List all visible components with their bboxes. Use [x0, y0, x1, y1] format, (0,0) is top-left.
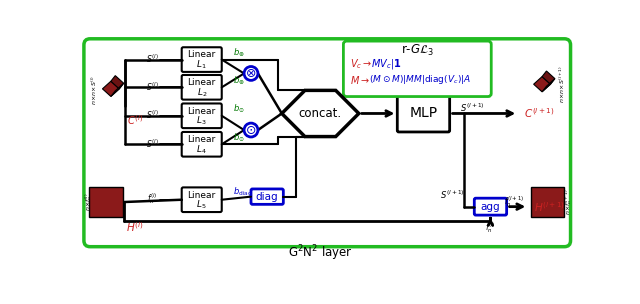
- Text: Linear: Linear: [188, 135, 216, 144]
- Text: $L_5$: $L_5$: [196, 199, 207, 211]
- Text: $S^{(l)}$: $S^{(l)}$: [146, 137, 159, 150]
- Text: $n\!\times\! f_n^{(l+1)}$: $n\!\times\! f_n^{(l+1)}$: [563, 189, 573, 215]
- Text: $f_n^{(l+1)}$: $f_n^{(l+1)}$: [504, 194, 525, 209]
- Text: $b_{\otimes}$: $b_{\otimes}$: [234, 74, 245, 87]
- Text: $\odot$: $\odot$: [245, 124, 257, 137]
- Text: $L_3$: $L_3$: [196, 115, 207, 127]
- Text: $M \rightarrow $: $M \rightarrow $: [349, 74, 369, 86]
- Text: $n\!\times\! n\!\times\! S^{(l)}$: $n\!\times\! n\!\times\! S^{(l)}$: [89, 75, 99, 105]
- Text: $C^{(l)}$: $C^{(l)}$: [127, 113, 143, 126]
- FancyBboxPatch shape: [344, 41, 492, 97]
- Text: $b_{\odot}$: $b_{\odot}$: [234, 103, 245, 115]
- Polygon shape: [542, 79, 555, 92]
- FancyBboxPatch shape: [182, 47, 221, 72]
- Text: $S^{(l)}$: $S^{(l)}$: [146, 80, 159, 93]
- Polygon shape: [534, 77, 550, 92]
- Text: $(M \odot M)|MM|\mathrm{diag}(V_c)|A$: $(M \odot M)|MM|\mathrm{diag}(V_c)|A$: [369, 73, 471, 86]
- Text: Linear: Linear: [188, 50, 216, 60]
- Text: concat.: concat.: [299, 107, 342, 120]
- Text: $n\!\times\! n\!\times\! S^{(l+1)}$: $n\!\times\! n\!\times\! S^{(l+1)}$: [557, 65, 567, 103]
- Text: Linear: Linear: [188, 78, 216, 87]
- Text: $S^{(l)}$: $S^{(l)}$: [146, 53, 159, 65]
- Polygon shape: [542, 71, 555, 84]
- Text: $b_{\otimes}$: $b_{\otimes}$: [234, 47, 245, 59]
- Text: $b_{\odot}$: $b_{\odot}$: [234, 131, 245, 143]
- FancyBboxPatch shape: [182, 132, 221, 157]
- FancyBboxPatch shape: [397, 95, 450, 132]
- FancyBboxPatch shape: [182, 75, 221, 100]
- FancyBboxPatch shape: [84, 39, 570, 247]
- Text: agg: agg: [481, 202, 500, 212]
- Text: MLP: MLP: [410, 106, 438, 120]
- Text: $L_4$: $L_4$: [196, 143, 207, 156]
- Text: $C^{(l+1)}$: $C^{(l+1)}$: [524, 107, 555, 120]
- Text: $f_n^{(l)}$: $f_n^{(l)}$: [485, 220, 496, 235]
- Bar: [531, 187, 564, 217]
- Text: $n\!\times\! f_n^{(l)}$: $n\!\times\! f_n^{(l)}$: [83, 193, 94, 211]
- FancyBboxPatch shape: [182, 103, 221, 128]
- Polygon shape: [282, 90, 359, 136]
- Circle shape: [244, 123, 258, 137]
- Text: $S^{(l+1)}$: $S^{(l+1)}$: [460, 101, 485, 113]
- Circle shape: [244, 67, 258, 80]
- Text: $MV_c|\mathbf{1}$: $MV_c|\mathbf{1}$: [371, 57, 402, 71]
- Polygon shape: [111, 83, 124, 96]
- Text: diag: diag: [256, 192, 278, 202]
- Text: $f_n^{(l)}$: $f_n^{(l)}$: [147, 192, 157, 206]
- FancyBboxPatch shape: [474, 198, 507, 215]
- Text: $S^{(l)}$: $S^{(l)}$: [146, 109, 159, 121]
- Bar: [90, 187, 123, 217]
- Text: $L_2$: $L_2$: [196, 86, 207, 99]
- Text: Linear: Linear: [188, 107, 216, 116]
- FancyBboxPatch shape: [182, 187, 221, 212]
- Text: $\mathrm{G}^2\mathrm{N}^2$ layer: $\mathrm{G}^2\mathrm{N}^2$ layer: [288, 243, 353, 263]
- Text: $\otimes$: $\otimes$: [245, 67, 257, 80]
- Polygon shape: [111, 76, 124, 89]
- Text: $V_c \rightarrow $: $V_c \rightarrow $: [349, 57, 372, 71]
- FancyBboxPatch shape: [251, 189, 284, 204]
- Text: Linear: Linear: [188, 191, 216, 200]
- Polygon shape: [102, 81, 119, 96]
- Text: $H^{(l+1)}$: $H^{(l+1)}$: [534, 201, 564, 214]
- Text: r-$G\mathcal{L}_3$: r-$G\mathcal{L}_3$: [401, 43, 434, 58]
- Text: $S^{(l+1)}$: $S^{(l+1)}$: [440, 188, 464, 201]
- Text: $H^{(l)}$: $H^{(l)}$: [126, 220, 144, 234]
- Text: $L_1$: $L_1$: [196, 59, 207, 71]
- Text: $b_{\mathrm{diag}}$: $b_{\mathrm{diag}}$: [234, 186, 253, 199]
